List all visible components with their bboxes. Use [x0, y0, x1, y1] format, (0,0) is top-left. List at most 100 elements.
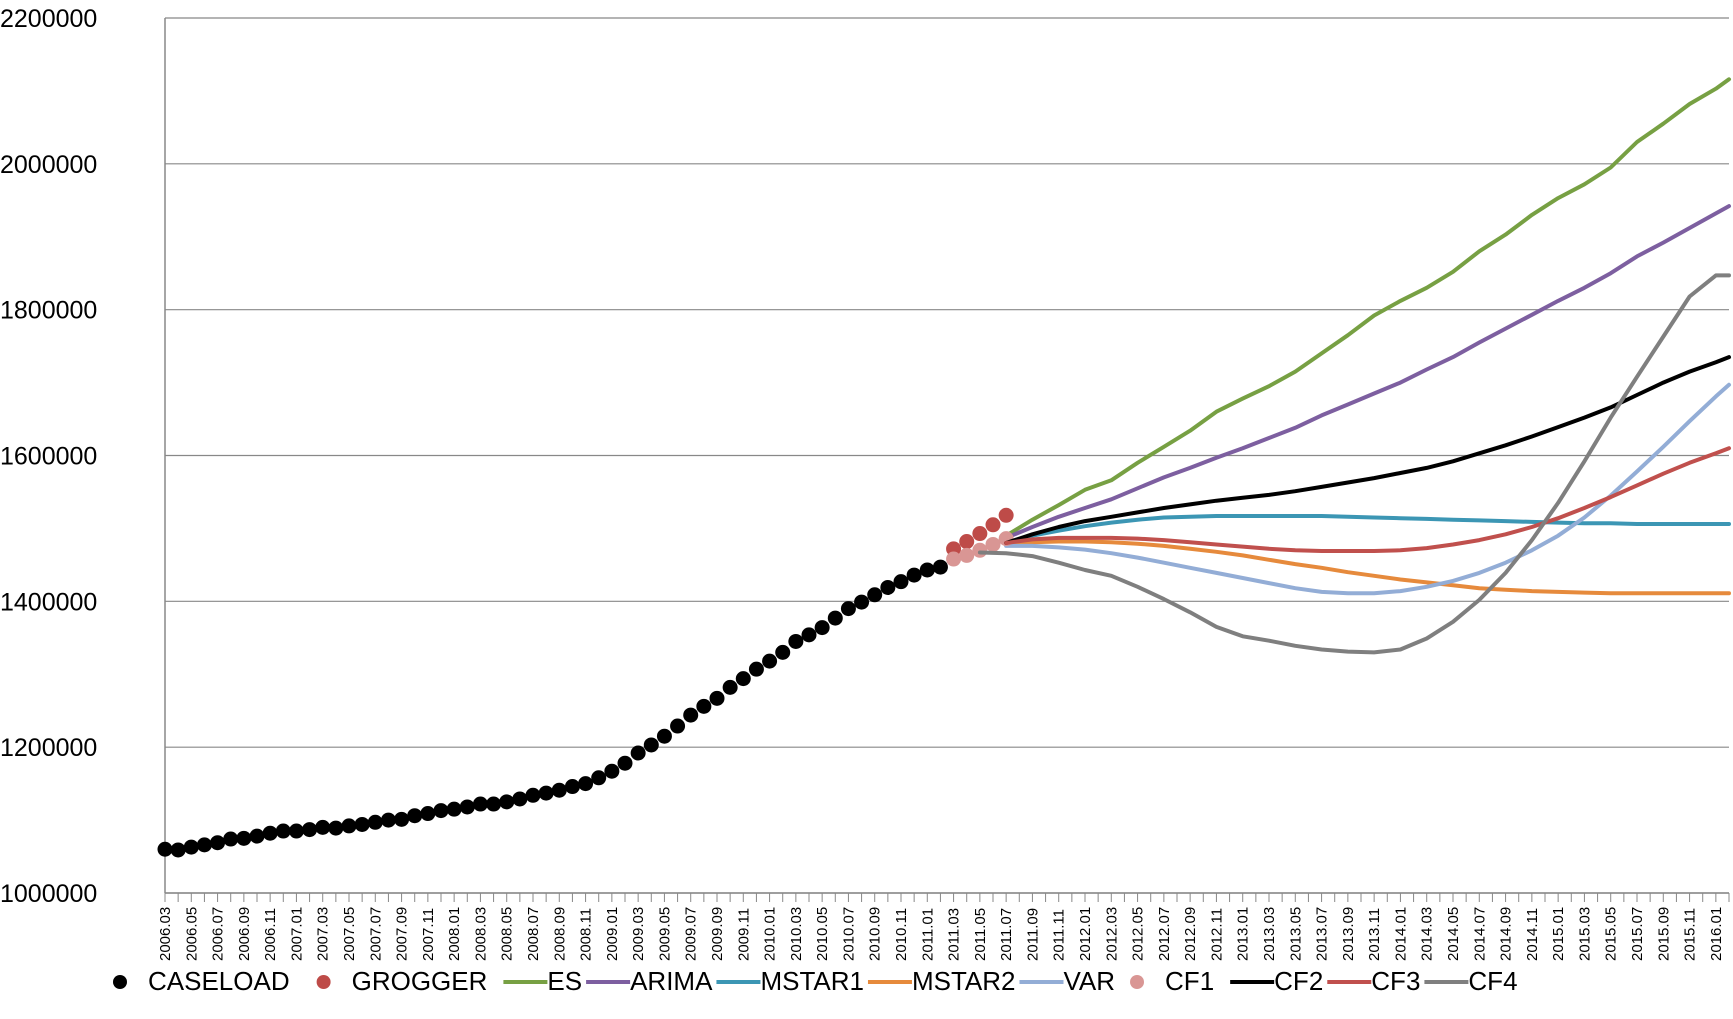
series-var — [1004, 382, 1731, 596]
y-axis: 1000000 1200000 1400000 1600000 1800000 20000… — [0, 5, 166, 908]
x-tick-label: 2008.11 — [578, 908, 595, 961]
data-point — [840, 601, 856, 617]
data-point — [827, 610, 843, 626]
data-point — [472, 796, 488, 812]
data-point — [341, 818, 357, 834]
x-tick-label: 2010.05 — [814, 907, 831, 961]
data-point — [775, 644, 791, 660]
legend-marker — [1130, 975, 1145, 989]
x-tick-label: 2007.09 — [394, 907, 411, 961]
series-arima — [1004, 204, 1731, 540]
x-tick-label: 2010.11 — [893, 908, 910, 961]
series-line — [1004, 382, 1731, 596]
data-point — [972, 526, 988, 542]
x-tick-label: 2009.01 — [604, 907, 621, 961]
legend-label: CF3 — [1371, 966, 1420, 996]
legend-label: CF1 — [1165, 966, 1214, 996]
x-tick-label: 2014.01 — [1392, 907, 1409, 961]
data-point — [946, 551, 962, 567]
y-tick-label: 1200000 — [0, 734, 97, 762]
data-point — [709, 690, 725, 706]
x-tick-label: 2014.07 — [1471, 907, 1488, 961]
legend-item-mstar2: MSTAR2 — [867, 966, 1016, 996]
series-line — [1004, 77, 1731, 538]
legend-marker — [316, 975, 331, 989]
data-point — [932, 559, 948, 575]
data-point — [801, 627, 817, 643]
x-tick-label: 2008.09 — [551, 907, 568, 961]
series-cf2 — [1004, 355, 1731, 545]
data-point — [380, 812, 396, 828]
data-point — [906, 567, 922, 583]
data-point — [275, 823, 291, 839]
x-tick-label: 2013.03 — [1261, 907, 1278, 961]
x-tick-label: 2008.01 — [446, 907, 463, 961]
x-tick-label: 2007.05 — [341, 907, 358, 961]
data-point — [867, 587, 883, 603]
y-tick-label: 1600000 — [0, 443, 97, 471]
x-tick-label: 2010.01 — [762, 907, 779, 961]
data-point — [236, 830, 252, 846]
legend-label: ES — [547, 966, 582, 996]
data-point — [196, 837, 212, 853]
data-point — [985, 517, 1001, 533]
series-cf3 — [1004, 446, 1731, 553]
x-tick-label: 2009.03 — [630, 907, 647, 961]
x-tick-label: 2012.03 — [1103, 907, 1120, 961]
x-tick-label: 2015.03 — [1576, 907, 1593, 961]
data-point — [985, 536, 1001, 552]
x-tick-label: 2016.01 — [1708, 907, 1725, 961]
data-point — [288, 823, 304, 839]
x-tick-label: 2006.07 — [210, 907, 227, 961]
gridlines — [165, 17, 1729, 894]
x-tick-label: 2015.05 — [1603, 907, 1620, 961]
data-point — [959, 534, 975, 550]
data-point — [788, 633, 804, 649]
series-mstar2 — [1004, 539, 1731, 596]
data-point — [854, 594, 870, 610]
x-tick-label: 2012.11 — [1208, 908, 1225, 961]
data-point — [880, 579, 896, 595]
legend-item-cf2: CF2 — [1230, 966, 1323, 996]
legend: CASELOAD GROGGER ES ARIMA MSTAR1 MSTAR2 VAR CF1… — [113, 966, 1518, 996]
data-point — [762, 653, 778, 669]
x-tick-label: 2011.05 — [972, 908, 989, 961]
x-tick-label: 2009.09 — [709, 907, 726, 961]
data-point — [604, 763, 620, 779]
x-tick-label: 2014.05 — [1445, 907, 1462, 961]
data-point — [183, 839, 199, 855]
data-point — [486, 796, 502, 812]
x-tick-label: 2007.01 — [288, 907, 305, 961]
data-point — [551, 782, 567, 798]
x-tick-label: 2008.05 — [499, 907, 516, 961]
data-point — [893, 574, 909, 590]
data-point — [367, 814, 383, 830]
legend-item-var: VAR — [1019, 966, 1116, 996]
data-point — [696, 698, 712, 714]
x-tick-label: 2011.07 — [998, 908, 1015, 961]
x-tick-label: 2011.03 — [946, 908, 963, 961]
y-tick-label: 1800000 — [0, 297, 97, 325]
legend-label: MSTAR1 — [760, 966, 864, 996]
data-point — [459, 799, 475, 815]
x-tick-label: 2006.05 — [183, 907, 200, 961]
x-tick-label: 2015.11 — [1682, 908, 1699, 961]
series-mstar1 — [1004, 514, 1731, 545]
x-tick-label: 2007.03 — [315, 907, 332, 961]
data-point — [630, 745, 646, 761]
x-tick-label: 2006.03 — [157, 907, 174, 961]
data-point — [302, 822, 318, 838]
x-tick-label: 2009.05 — [656, 907, 673, 961]
x-tick-label: 2013.11 — [1366, 908, 1383, 961]
series-es — [1004, 77, 1731, 538]
x-tick-label: 2010.07 — [840, 907, 857, 961]
x-tick-label: 2010.09 — [867, 907, 884, 961]
data-point — [919, 562, 935, 578]
x-tick-label: 2011.01 — [919, 908, 936, 961]
legend-label: VAR — [1064, 966, 1116, 996]
series-line — [1004, 514, 1731, 545]
data-point — [538, 785, 554, 801]
data-point — [433, 803, 449, 819]
series-line — [1004, 539, 1731, 596]
